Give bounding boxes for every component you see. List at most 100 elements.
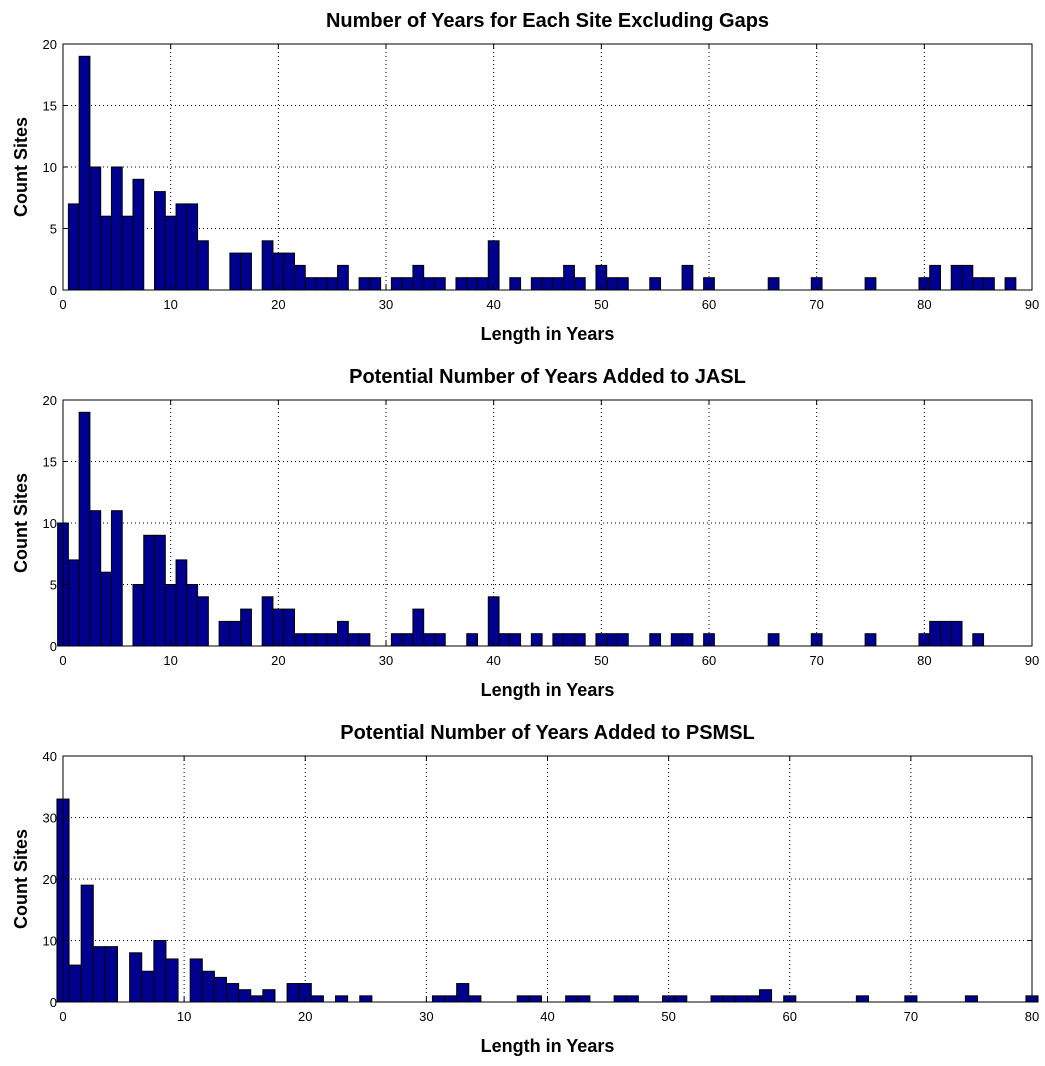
bar [390,277,403,291]
bar [68,964,82,1003]
bar [929,620,941,647]
bar [226,983,240,1003]
x-tick-label: 80 [1025,1009,1039,1024]
x-tick-label: 20 [271,297,285,312]
bar [110,510,123,647]
bar [238,989,252,1003]
bar [498,633,511,647]
y-tick-label: 20 [43,872,57,887]
y-tick-label: 10 [43,160,57,175]
bar [197,596,209,647]
bar [304,633,317,647]
chart-panel-1: 0 10 20 30 40 50 60 70 80 90 0 5 10 15 20 Number of Yea… [11,10,1039,344]
x-tick-label: 70 [809,653,823,668]
x-tick-label: 30 [419,1009,433,1024]
x-tick-label: 70 [809,297,823,312]
bar [67,203,80,291]
x-tick-label: 50 [594,653,608,668]
bar [175,203,188,291]
bar [286,983,300,1003]
y-tick-label: 15 [43,455,57,470]
bar [1004,277,1017,291]
x-axis-label: Length in Years [481,324,615,344]
bar [613,995,627,1003]
bar [767,633,780,647]
bar [304,277,317,291]
bar [272,252,285,291]
bar [326,277,339,291]
bar [293,633,306,647]
bar [186,584,199,647]
bar [240,608,252,647]
bar [335,995,349,1003]
bar [950,620,963,647]
y-tick-label: 10 [43,516,57,531]
bar [509,633,522,647]
x-tick-label: 0 [59,297,66,312]
bar [132,584,145,647]
chart-title: Potential Number of Years Added to JASL [349,366,746,388]
x-tick-label: 60 [702,297,716,312]
bar [141,970,155,1003]
bar [412,264,425,291]
bar [283,252,295,291]
x-tick-label: 50 [661,1009,675,1024]
bar [154,191,166,291]
bar [864,277,877,291]
bar [104,946,119,1003]
bar [466,277,479,291]
bar [972,633,985,647]
bar [401,633,414,647]
bar [358,633,371,647]
bar [326,633,339,647]
y-tick-label: 10 [43,934,57,949]
chart-panel-3: 0 10 20 30 40 50 60 70 80 0 10 20 30 40 Potential Numb… [11,722,1039,1056]
bar [487,240,500,291]
bar [616,633,629,647]
x-tick-label: 30 [379,653,393,668]
bar [423,277,435,291]
x-tick-label: 80 [917,297,931,312]
bar [758,989,773,1003]
bar [401,277,414,291]
bar [433,633,446,647]
bar [229,252,242,291]
y-tick-label: 30 [43,811,57,826]
bar [78,411,91,647]
bar [315,277,328,291]
x-tick-label: 70 [904,1009,918,1024]
bar [606,277,618,291]
bar [110,166,123,291]
bar [310,995,324,1003]
bar [390,633,403,647]
bar [92,946,106,1003]
bar [455,277,468,291]
bar [201,970,215,1003]
bar [337,620,349,647]
bar [67,559,80,647]
bar [132,178,145,291]
bar [530,633,543,647]
bar [509,277,522,291]
bar [961,264,974,291]
bar [625,995,639,1003]
bar [746,995,760,1003]
x-tick-label: 40 [486,297,500,312]
bar [272,608,285,647]
bar [734,995,748,1003]
y-tick-label: 0 [50,995,57,1010]
bar [929,264,941,291]
bar [240,252,252,291]
y-tick-label: 5 [50,578,57,593]
bar [175,559,188,647]
x-tick-label: 10 [163,653,177,668]
bar [530,277,543,291]
bar [186,203,199,291]
bar [456,983,470,1003]
bar [433,277,446,291]
x-tick-label: 90 [1025,297,1039,312]
x-tick-label: 90 [1025,653,1039,668]
bar [337,264,349,291]
x-tick-label: 60 [702,653,716,668]
bar [552,633,565,647]
